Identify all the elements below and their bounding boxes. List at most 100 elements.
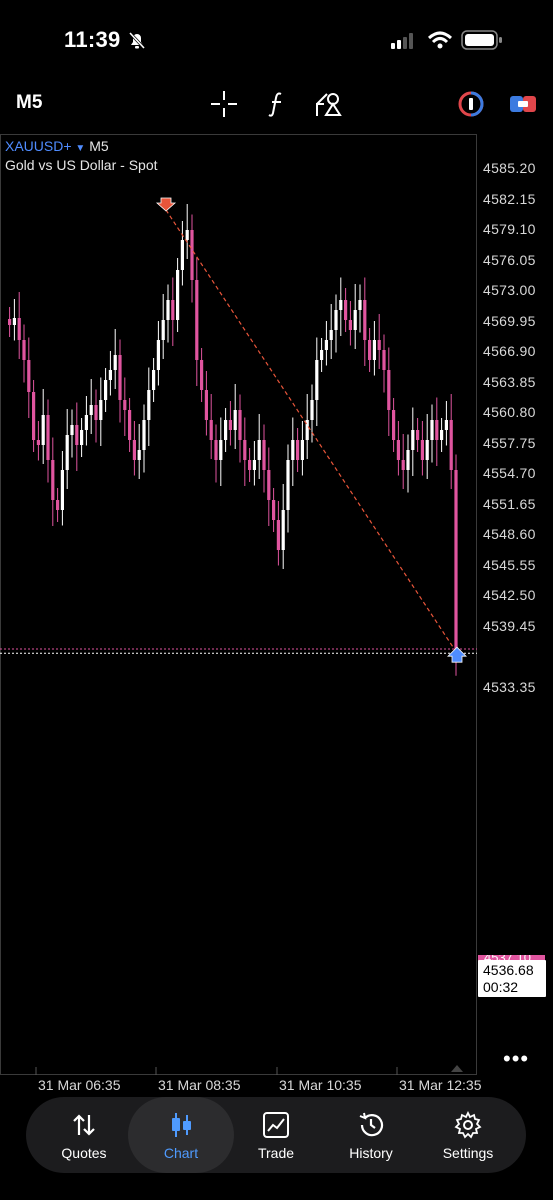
- candle-body: [22, 340, 26, 360]
- candle-body: [387, 370, 391, 410]
- tab-label: Trade: [257, 1145, 295, 1161]
- bottom-tab-bar: Quotes Chart Trade History Settings: [26, 1097, 526, 1173]
- price-tick-label: 4579.10: [483, 221, 536, 237]
- candle-body: [344, 300, 348, 320]
- candle-body: [382, 350, 386, 370]
- one-click-trading-icon[interactable]: [455, 88, 487, 120]
- candle-body: [430, 420, 434, 440]
- candle-body: [46, 415, 50, 460]
- candle-body: [65, 435, 69, 470]
- price-tick-label: 4569.95: [483, 312, 536, 329]
- price-tick-label: 4548.60: [483, 526, 536, 542]
- price-tick-label: 4551.65: [483, 495, 536, 512]
- candle-body: [320, 350, 324, 360]
- candle-body: [70, 425, 74, 435]
- candle-body: [228, 420, 232, 430]
- candle-body: [449, 420, 453, 470]
- candle-body: [104, 380, 108, 400]
- candle-body: [180, 240, 184, 270]
- more-options-icon[interactable]: •••: [503, 1046, 530, 1071]
- price-tick-label: 4585.20: [483, 160, 536, 176]
- candle-body: [454, 470, 458, 654]
- candle-body: [420, 440, 424, 460]
- candle-body: [12, 318, 16, 325]
- candle-body: [219, 440, 223, 460]
- tab-chart[interactable]: Chart: [128, 1097, 234, 1173]
- current-price-value: 4536.68: [483, 962, 534, 978]
- bar-countdown-timer: 00:32: [483, 979, 519, 995]
- candle-body: [118, 355, 122, 400]
- sell-arrow-marker: [155, 197, 177, 212]
- candle-body: [435, 420, 439, 440]
- candle-body: [137, 450, 141, 460]
- candle-body: [411, 430, 415, 450]
- price-tick-label: 4554.70: [483, 465, 536, 481]
- candle-body: [440, 430, 444, 440]
- candle-body: [84, 415, 88, 430]
- indicators-icon[interactable]: [262, 88, 294, 120]
- candle-body: [334, 310, 338, 330]
- timeframe-button[interactable]: M5: [16, 92, 43, 113]
- trade-toggle-icon[interactable]: [507, 88, 539, 120]
- price-tick-label: 4576.05: [483, 251, 536, 268]
- candle-body: [401, 460, 405, 470]
- tab-settings[interactable]: Settings: [420, 1097, 516, 1173]
- candle-body: [310, 400, 314, 420]
- arrows-up-down-icon: [73, 1114, 95, 1136]
- candle-body: [176, 270, 180, 320]
- candlestick-chart[interactable]: [0, 134, 477, 1075]
- symbol-description: Gold vs US Dollar - Spot: [5, 157, 158, 173]
- price-tick-label: 4545.55: [483, 556, 536, 573]
- candle-body: [348, 320, 352, 330]
- candle-body: [147, 390, 151, 420]
- symbol-dropdown-icon[interactable]: ▼: [75, 143, 86, 154]
- candle-body: [41, 415, 45, 445]
- candle-body: [27, 360, 31, 392]
- price-tick-label: 4582.15: [483, 190, 536, 207]
- candle-body: [190, 230, 194, 280]
- status-time: 11:39: [64, 27, 121, 52]
- objects-icon[interactable]: [313, 88, 345, 120]
- candle-body: [252, 460, 256, 470]
- candle-body: [300, 440, 304, 460]
- price-tick-label: 4533.35: [483, 678, 536, 695]
- candle-body: [267, 470, 271, 500]
- candle-body: [238, 410, 242, 440]
- candle-body: [108, 370, 112, 380]
- gear-icon: [454, 1111, 482, 1139]
- candle-body: [257, 440, 261, 460]
- candle-body: [99, 400, 103, 420]
- candle-body: [276, 520, 280, 550]
- price-tick-label: 4566.90: [483, 343, 536, 359]
- tab-history[interactable]: History: [323, 1097, 419, 1173]
- trendline: [165, 209, 458, 654]
- candle-body: [152, 370, 156, 390]
- candle-body: [353, 310, 357, 330]
- candle-body: [51, 460, 55, 500]
- candle-body: [161, 320, 165, 340]
- cellular-signal-icon: [391, 33, 413, 49]
- scroll-end-icon[interactable]: [450, 1063, 464, 1073]
- chart-symbol-line: XAUUSD+ ▼ M5: [5, 138, 109, 154]
- candle-body: [291, 440, 295, 460]
- tab-trade[interactable]: Trade: [228, 1097, 324, 1173]
- candle-body: [209, 420, 213, 440]
- symbol-name[interactable]: XAUUSD+: [5, 138, 72, 154]
- candle-body: [329, 330, 333, 340]
- battery-icon: [461, 30, 502, 50]
- candle-body: [444, 420, 448, 430]
- crosshair-icon[interactable]: [208, 88, 240, 120]
- candle-body: [156, 340, 160, 370]
- price-tick-label: 4542.50: [483, 587, 536, 603]
- candle-body: [372, 340, 376, 360]
- time-tick-label: 31 Mar 12:35: [399, 1077, 482, 1093]
- candlestick-icon: [172, 1113, 191, 1137]
- candle-body: [200, 360, 204, 390]
- candle-body: [166, 300, 170, 320]
- candle-body: [286, 460, 290, 510]
- candle-body: [60, 470, 64, 510]
- candle-body: [8, 319, 12, 325]
- tab-quotes[interactable]: Quotes: [36, 1097, 132, 1173]
- candle-body: [377, 340, 381, 350]
- chart-area[interactable]: [0, 134, 477, 1075]
